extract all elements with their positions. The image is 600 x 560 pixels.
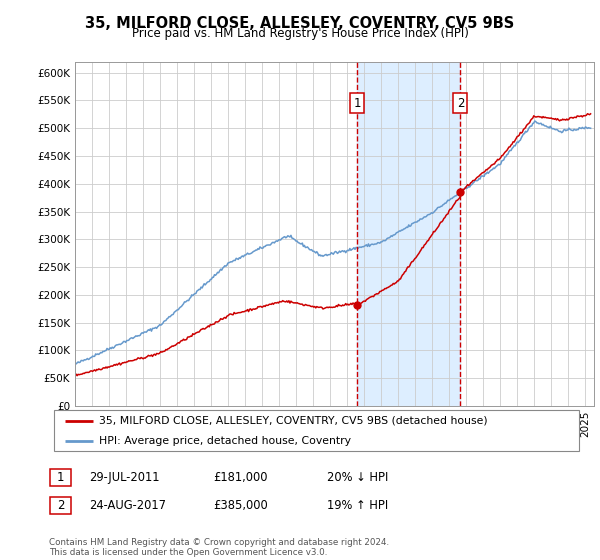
Text: 2: 2 [57, 499, 64, 512]
Text: 1: 1 [353, 97, 361, 110]
Text: 35, MILFORD CLOSE, ALLESLEY, COVENTRY, CV5 9BS: 35, MILFORD CLOSE, ALLESLEY, COVENTRY, C… [85, 16, 515, 31]
Text: Contains HM Land Registry data © Crown copyright and database right 2024.
This d: Contains HM Land Registry data © Crown c… [49, 538, 389, 557]
Text: 19% ↑ HPI: 19% ↑ HPI [327, 498, 388, 512]
FancyBboxPatch shape [50, 497, 71, 514]
FancyBboxPatch shape [50, 469, 71, 486]
Text: 1: 1 [57, 471, 64, 484]
Bar [357, 62, 460, 406]
Text: Price paid vs. HM Land Registry's House Price Index (HPI): Price paid vs. HM Land Registry's House … [131, 27, 469, 40]
Text: 24-AUG-2017: 24-AUG-2017 [89, 498, 166, 512]
Text: £181,000: £181,000 [213, 470, 268, 484]
Text: 2: 2 [457, 97, 464, 110]
Text: 20% ↓ HPI: 20% ↓ HPI [327, 470, 388, 484]
Text: £385,000: £385,000 [213, 498, 268, 512]
Text: 35, MILFORD CLOSE, ALLESLEY, COVENTRY, CV5 9BS (detached house): 35, MILFORD CLOSE, ALLESLEY, COVENTRY, C… [98, 416, 487, 426]
Text: HPI: Average price, detached house, Coventry: HPI: Average price, detached house, Cove… [98, 436, 350, 446]
FancyBboxPatch shape [54, 410, 579, 451]
Text: 29-JUL-2011: 29-JUL-2011 [89, 470, 160, 484]
